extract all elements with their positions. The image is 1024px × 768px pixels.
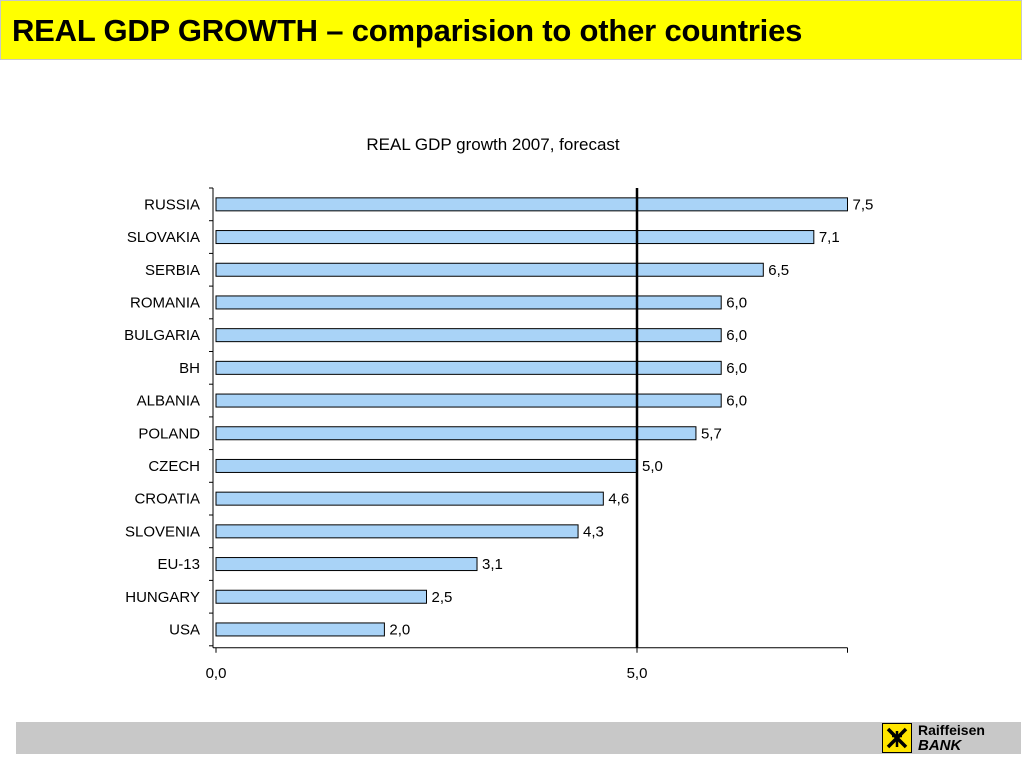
x-tick-label: 0,0: [206, 665, 227, 682]
page-title: REAL GDP GROWTH – comparision to other c…: [12, 13, 803, 48]
category-label: HUNGARY: [125, 589, 200, 606]
category-label: CROATIA: [134, 491, 200, 508]
value-label: 6,0: [726, 360, 747, 377]
bar-hungary: [215, 589, 427, 604]
logo-line1: Raiffeisen: [918, 722, 985, 738]
gdp-bar-chart: REAL GDP growth 2007, forecast RUSSIA 7,5 S…: [124, 135, 874, 682]
category-label: ROMANIA: [130, 294, 200, 311]
bar-czech: [215, 458, 638, 473]
value-label: 4,3: [583, 523, 604, 540]
category-label: EU-13: [157, 556, 200, 573]
bar-bulgaria: [215, 328, 722, 343]
category-label: SLOVENIA: [125, 523, 200, 540]
bar-croatia: [215, 491, 604, 506]
bar-eu-13: [215, 557, 478, 572]
logo-line2: BANK: [918, 737, 962, 754]
value-label: 5,7: [701, 425, 722, 442]
bar-poland: [215, 426, 697, 441]
value-label: 6,0: [726, 294, 747, 311]
bar-bh: [215, 360, 722, 375]
category-label: POLAND: [138, 425, 200, 442]
value-label: 2,0: [389, 621, 410, 638]
footer-bar: [16, 722, 1021, 754]
title-bar: REAL GDP GROWTH – comparision to other c…: [0, 0, 1022, 60]
raiffeisen-logo-icon: [882, 723, 912, 753]
value-label: 4,6: [608, 491, 629, 508]
value-label: 7,1: [819, 229, 840, 246]
chart-title: REAL GDP growth 2007, forecast: [366, 135, 620, 154]
bar-usa: [215, 622, 385, 637]
value-label: 6,0: [726, 327, 747, 344]
bar-slovakia: [215, 230, 815, 245]
category-label: RUSSIA: [144, 196, 200, 213]
value-label: 6,5: [768, 262, 789, 279]
value-label: 5,0: [642, 458, 663, 475]
category-label: BH: [179, 360, 200, 377]
bar-serbia: [215, 262, 764, 277]
category-label: USA: [169, 621, 200, 638]
bar-romania: [215, 295, 722, 310]
x-tick-label: 5,0: [627, 665, 648, 682]
raiffeisen-logo-text: Raiffeisen BANK: [918, 722, 985, 754]
bar-albania: [215, 393, 722, 408]
category-label: CZECH: [148, 458, 200, 475]
category-label: BULGARIA: [124, 327, 200, 344]
category-label: ALBANIA: [137, 393, 200, 410]
value-label: 6,0: [726, 393, 747, 410]
value-label: 3,1: [482, 556, 503, 573]
value-label: 2,5: [432, 589, 453, 606]
value-label: 7,5: [853, 196, 874, 213]
category-label: SERBIA: [145, 262, 200, 279]
bar-slovenia: [215, 524, 579, 539]
category-label: SLOVAKIA: [127, 229, 200, 246]
raiffeisen-logo: Raiffeisen BANK: [882, 722, 1002, 756]
bar-russia: [215, 197, 848, 212]
